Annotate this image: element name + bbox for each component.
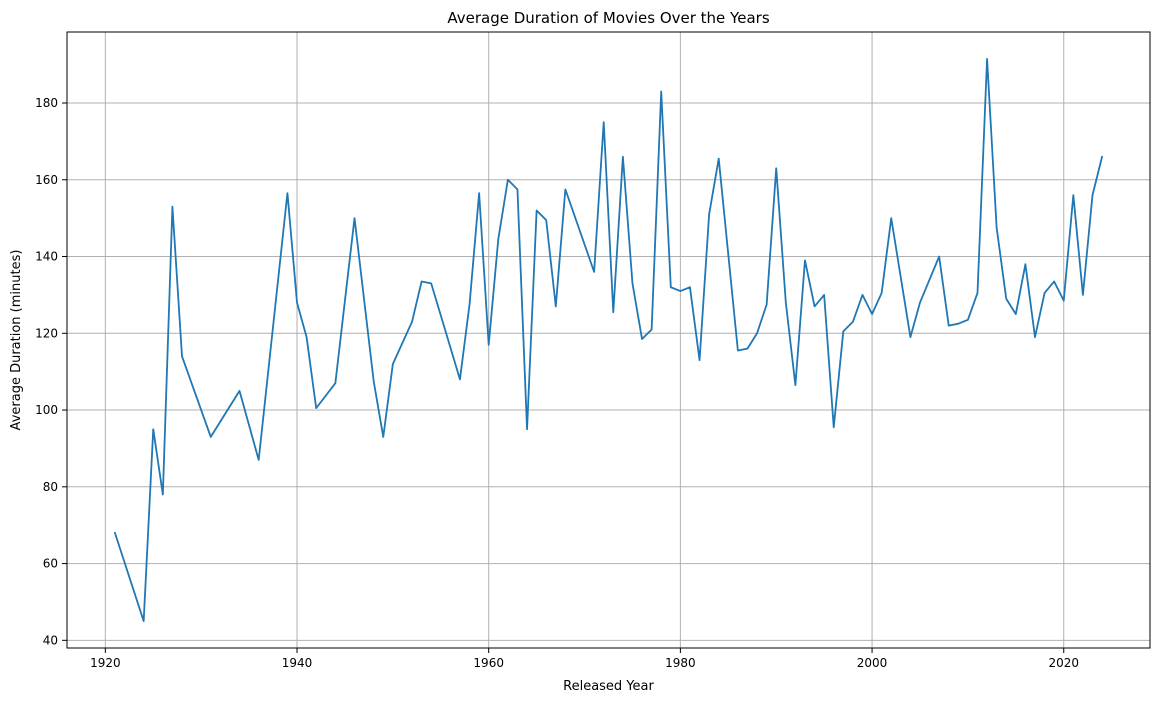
- axis-ticks: 1920 1940 1960 1980 2000 2020 40 60 80 100 120 140 1…: [35, 96, 1079, 670]
- series-lines: [114, 57, 1103, 623]
- y-tick-label: 120: [35, 326, 58, 340]
- y-tick-label: 140: [35, 250, 58, 264]
- series-line: [114, 57, 1103, 623]
- y-tick-label: 80: [43, 480, 58, 494]
- x-tick-label: 1920: [90, 656, 121, 670]
- plot-frame: [66, 31, 1151, 649]
- x-axis-label: Released Year: [563, 679, 654, 694]
- chart-title: Average Duration of Movies Over the Year…: [447, 9, 769, 27]
- x-tick-label: 1980: [665, 656, 696, 670]
- x-tick-label: 2020: [1048, 656, 1079, 670]
- y-tick-label: 40: [43, 633, 58, 647]
- x-tick-label: 1960: [473, 656, 504, 670]
- y-tick-label: 100: [35, 403, 58, 417]
- x-tick-label: 2000: [857, 656, 888, 670]
- y-axis-label: Average Duration (minutes): [9, 250, 24, 431]
- x-tick-label: 1940: [282, 656, 313, 670]
- y-tick-label: 60: [43, 557, 58, 571]
- y-tick-label: 180: [35, 96, 58, 110]
- y-tick-label: 160: [35, 173, 58, 187]
